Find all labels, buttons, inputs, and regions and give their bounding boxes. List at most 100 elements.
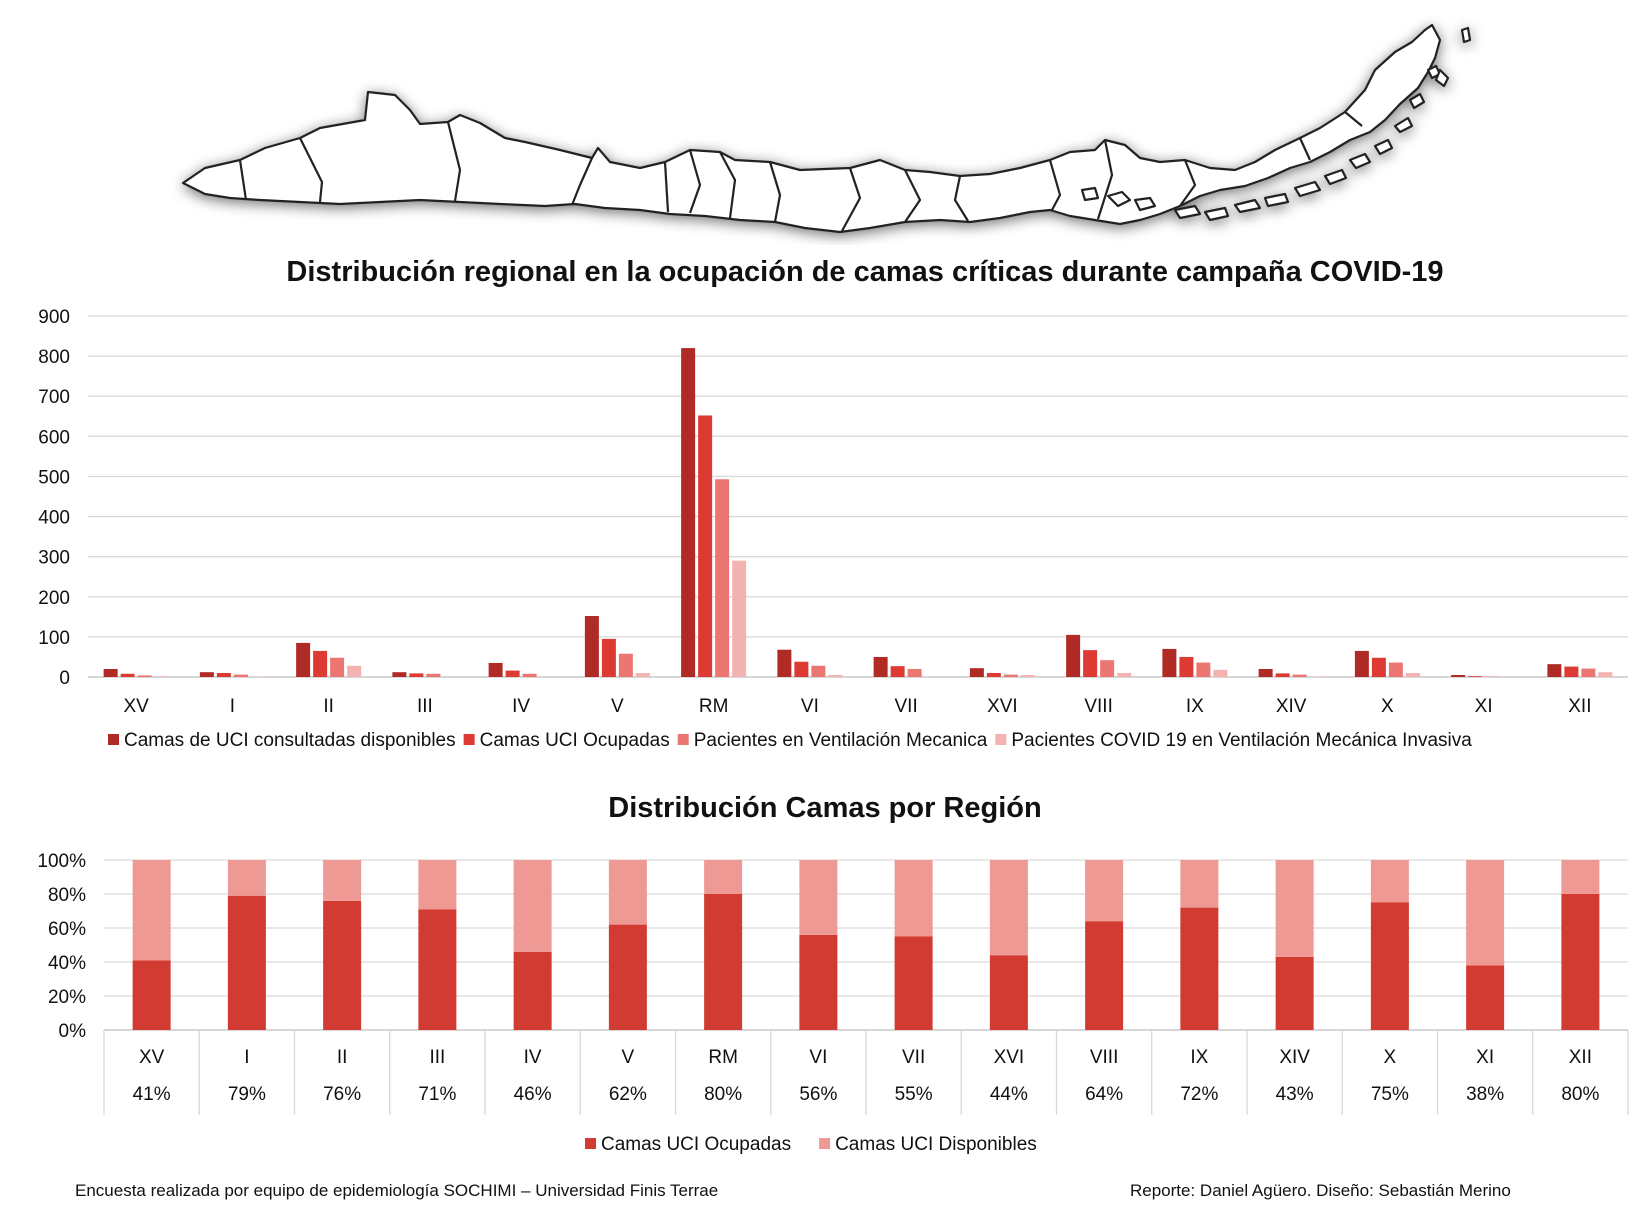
chile-regions-map bbox=[181, 23, 1472, 234]
bar-VII-series-3 bbox=[907, 668, 922, 677]
stack-VIII-series-1 bbox=[1085, 921, 1124, 1030]
legend-swatch bbox=[585, 1138, 596, 1149]
x-tick-label: II bbox=[323, 696, 334, 717]
stack-VI-series-2 bbox=[799, 860, 838, 935]
y-tick-label: 500 bbox=[38, 467, 70, 488]
bar-VIII-series-1 bbox=[1066, 634, 1081, 677]
stack-XVI-series-1 bbox=[989, 955, 1028, 1030]
beds-by-region-stacked-chart: 0%20%40%60%80%100%XV41%I79%II76%III71%IV… bbox=[37, 851, 1629, 1155]
legend-label: Camas de UCI consultadas disponibles bbox=[124, 730, 456, 751]
bar-XII-series-2 bbox=[1564, 666, 1579, 677]
stack-II-series-2 bbox=[323, 860, 362, 901]
stack-II-series-1 bbox=[323, 900, 362, 1030]
bar-XI-series-1 bbox=[1451, 674, 1466, 677]
x-tick-label: I bbox=[230, 696, 235, 717]
table-percent-label: 72% bbox=[1180, 1084, 1218, 1105]
stack-VII-series-1 bbox=[894, 936, 933, 1030]
stack-XI-series-2 bbox=[1466, 860, 1505, 966]
bar-V-series-2 bbox=[601, 638, 616, 677]
stack-XV-series-2 bbox=[132, 860, 171, 961]
stack-XV-series-1 bbox=[132, 960, 171, 1030]
bar-XV-series-3 bbox=[137, 675, 152, 677]
x-tick-label: X bbox=[1384, 1047, 1397, 1068]
x-tick-label: X bbox=[1381, 696, 1394, 717]
footer-source: Encuesta realizada por equipo de epidemi… bbox=[75, 1181, 719, 1200]
bar-RM-series-3 bbox=[715, 479, 730, 677]
bar-II-series-4 bbox=[347, 665, 362, 677]
bar-X-series-1 bbox=[1354, 650, 1369, 677]
bar-X-series-4 bbox=[1405, 672, 1420, 677]
bar-IX-series-1 bbox=[1162, 648, 1177, 677]
bar-III-series-2 bbox=[409, 673, 424, 677]
bar-VIII-series-3 bbox=[1100, 660, 1115, 677]
legend-label: Pacientes COVID 19 en Ventilación Mecáni… bbox=[1011, 730, 1472, 751]
bar-X-series-3 bbox=[1388, 662, 1403, 677]
table-percent-label: 44% bbox=[990, 1084, 1028, 1105]
y-tick-label: 900 bbox=[38, 307, 70, 328]
y-tick-label: 400 bbox=[38, 508, 70, 529]
bar-XII-series-3 bbox=[1581, 668, 1596, 677]
table-percent-label: 64% bbox=[1085, 1084, 1123, 1105]
footer-credits: Reporte: Daniel Agüero. Diseño: Sebastiá… bbox=[1130, 1181, 1511, 1200]
x-tick-label: XIV bbox=[1279, 1047, 1310, 1068]
legend-swatch bbox=[108, 734, 119, 745]
table-percent-label: 56% bbox=[799, 1084, 837, 1105]
table-percent-label: 43% bbox=[1276, 1084, 1314, 1105]
bar-VII-series-1 bbox=[873, 656, 888, 677]
stack-XI-series-1 bbox=[1466, 965, 1505, 1030]
x-tick-label: III bbox=[429, 1047, 445, 1068]
x-tick-label: XV bbox=[123, 696, 149, 717]
bar-II-series-2 bbox=[313, 650, 328, 677]
bar-I-series-1 bbox=[199, 672, 214, 677]
stack-IX-series-1 bbox=[1180, 907, 1219, 1030]
legend-label: Camas UCI Ocupadas bbox=[601, 1134, 791, 1155]
x-tick-label: II bbox=[337, 1047, 348, 1068]
bar-XIV-series-3 bbox=[1292, 674, 1307, 677]
bar-XVI-series-3 bbox=[1003, 674, 1018, 677]
bar-VI-series-2 bbox=[794, 661, 809, 677]
stack-XII-series-1 bbox=[1561, 894, 1600, 1030]
x-tick-label: VIII bbox=[1084, 696, 1113, 717]
bar-IX-series-2 bbox=[1179, 656, 1194, 677]
bar-IV-series-1 bbox=[488, 662, 503, 677]
x-tick-label: IX bbox=[1186, 696, 1204, 717]
y-tick-label: 60% bbox=[48, 919, 86, 940]
x-tick-label: RM bbox=[699, 696, 729, 717]
table-percent-label: 71% bbox=[418, 1084, 456, 1105]
stack-XIV-series-2 bbox=[1275, 860, 1314, 957]
bar-VIII-series-2 bbox=[1083, 650, 1098, 677]
bar-I-series-2 bbox=[216, 672, 231, 677]
y-tick-label: 300 bbox=[38, 548, 70, 569]
bar-XII-series-4 bbox=[1598, 672, 1613, 677]
legend-swatch bbox=[995, 734, 1007, 745]
stack-XII-series-2 bbox=[1561, 860, 1600, 894]
table-percent-label: 80% bbox=[1561, 1084, 1599, 1105]
legend-label: Camas UCI Ocupadas bbox=[480, 730, 670, 751]
stack-RM-series-1 bbox=[704, 894, 743, 1030]
bar-IX-series-4 bbox=[1213, 669, 1228, 677]
legend-swatch bbox=[677, 734, 689, 745]
bar-XI-series-2 bbox=[1468, 676, 1483, 677]
table-percent-label: 80% bbox=[704, 1084, 742, 1105]
stack-VII-series-2 bbox=[894, 860, 933, 937]
bar-I-series-3 bbox=[233, 674, 248, 677]
y-tick-label: 200 bbox=[38, 588, 70, 609]
stack-VI-series-1 bbox=[799, 934, 838, 1030]
chart-2-title: Distribución Camas por Región bbox=[608, 792, 1042, 824]
bar-XIV-series-1 bbox=[1258, 668, 1273, 677]
x-tick-label: VI bbox=[809, 1047, 827, 1068]
x-tick-label: XI bbox=[1476, 1047, 1494, 1068]
table-percent-label: 76% bbox=[323, 1084, 361, 1105]
x-tick-label: XI bbox=[1475, 696, 1493, 717]
y-tick-label: 20% bbox=[48, 987, 86, 1008]
x-tick-label: VIII bbox=[1090, 1047, 1119, 1068]
y-tick-label: 100% bbox=[37, 851, 86, 872]
x-tick-label: III bbox=[417, 696, 433, 717]
table-percent-label: 38% bbox=[1466, 1084, 1504, 1105]
table-percent-label: 79% bbox=[228, 1084, 266, 1105]
table-percent-label: 62% bbox=[609, 1084, 647, 1105]
stack-IV-series-1 bbox=[513, 951, 552, 1030]
x-tick-label: XII bbox=[1568, 696, 1591, 717]
bar-IX-series-3 bbox=[1196, 662, 1211, 677]
y-tick-label: 100 bbox=[38, 628, 70, 649]
